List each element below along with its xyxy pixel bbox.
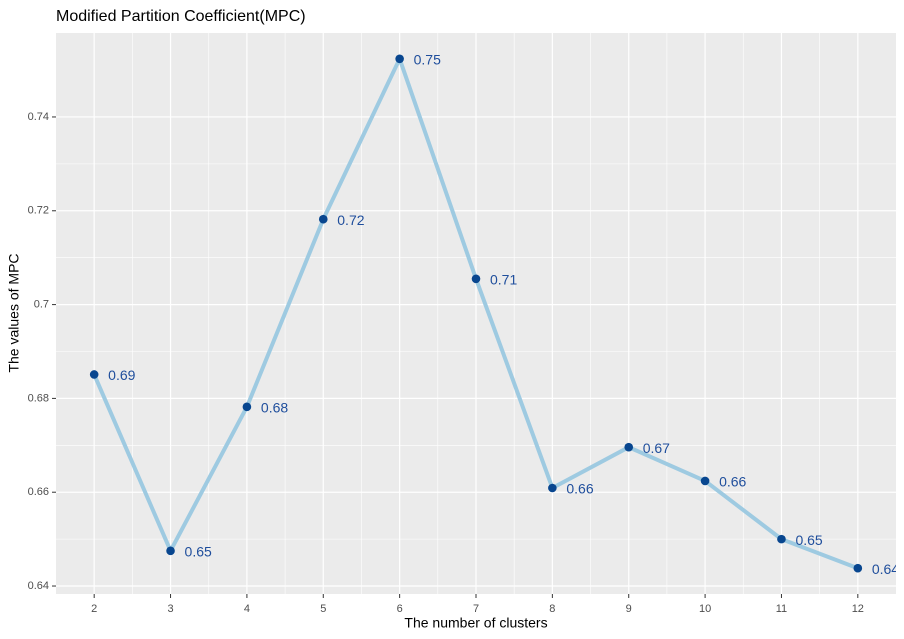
plot-area: 0.69 0.65 0.68 0.72 0.75 0.71 0.66 0.67 0.66 0.65…: [89, 52, 899, 577]
x-tick-label: 8: [549, 603, 555, 615]
point: [853, 563, 863, 573]
x-tick-label: 10: [699, 603, 711, 615]
value-label: 0.66: [719, 474, 746, 490]
point: [471, 274, 481, 284]
y-tick-label: 0.68: [28, 392, 49, 404]
value-label: 0.65: [795, 532, 822, 548]
x-tick-label: 11: [776, 603, 787, 615]
point: [777, 534, 786, 544]
point: [700, 476, 710, 486]
grid: [56, 33, 896, 594]
x-tick-label: 6: [397, 603, 403, 615]
value-label: 0.64: [872, 561, 899, 577]
value-label: 0.75: [414, 52, 441, 68]
y-tick-label: 0.74: [28, 111, 49, 123]
point: [624, 442, 634, 452]
value-label: 0.69: [108, 367, 135, 383]
x-tick-label: 3: [167, 603, 173, 615]
point: [89, 370, 99, 379]
point: [242, 402, 252, 412]
y-tick-label: 0.72: [28, 205, 49, 217]
point: [395, 54, 404, 64]
x-tick-label: 7: [473, 603, 479, 615]
value-label: 0.71: [490, 271, 517, 287]
point: [166, 546, 175, 556]
x-tick-label: 4: [244, 603, 250, 615]
point: [548, 483, 557, 493]
y-axis-label: The values of MPC: [6, 253, 22, 372]
y-tick-label: 0.64: [28, 580, 49, 592]
value-label: 0.66: [566, 481, 593, 497]
axes: 0.64 0.66 0.68 0.7 0.72 0.74 2 3 4 5 6 7 8 9 10 11 12: [28, 111, 864, 615]
x-tick-label: 12: [852, 603, 864, 615]
y-tick-label: 0.7: [34, 298, 49, 310]
value-label: 0.72: [337, 212, 364, 228]
x-axis-label: The number of clusters: [404, 615, 547, 631]
chart-title: Modified Partition Coefficient(MPC): [56, 8, 306, 25]
value-label: 0.68: [261, 400, 288, 416]
point: [318, 214, 328, 224]
x-tick-label: 9: [626, 603, 632, 615]
y-tick-label: 0.66: [28, 486, 49, 498]
value-label: 0.67: [643, 440, 670, 456]
value-label: 0.65: [185, 544, 212, 560]
x-tick-label: 2: [91, 603, 97, 615]
x-tick-label: 5: [320, 603, 326, 615]
